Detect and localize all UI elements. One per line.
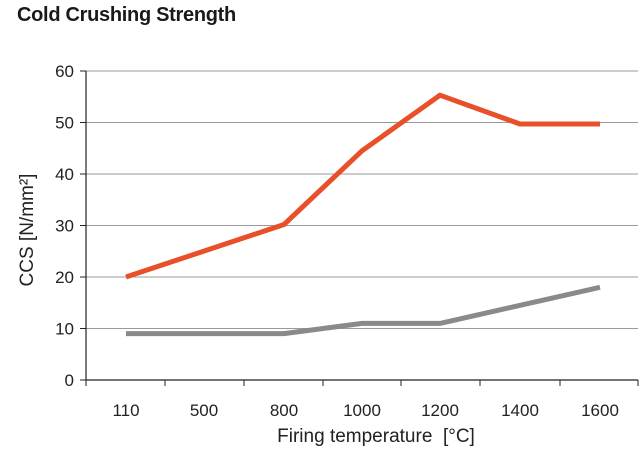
x-tick-label-1200: 1200: [421, 401, 459, 420]
series-lines: [125, 92, 601, 337]
y-tick-label-20: 20: [55, 268, 74, 287]
axes: [80, 70, 639, 386]
x-tick-label-500: 500: [190, 401, 218, 420]
y-tick-label-60: 60: [55, 62, 74, 81]
x-tick-labels: 110 500 800 1000 1200 1400 1600: [112, 401, 618, 420]
x-tick-label-800: 800: [270, 401, 298, 420]
x-axis-label: Firing temperature [°C]: [277, 426, 475, 447]
y-tick-label-0: 0: [65, 371, 74, 390]
y-tick-label-10: 10: [55, 320, 74, 339]
y-axis-label: CCS [N/mm²]: [17, 174, 38, 287]
y-tick-label-50: 50: [55, 114, 74, 133]
y-tick-label-30: 30: [55, 217, 74, 236]
gridlines: [86, 70, 638, 329]
chart-title: Cold Crushing Strength: [17, 4, 236, 26]
series-line-1: [126, 284, 601, 337]
series-line-0: [125, 92, 600, 280]
y-tick-labels: 0 10 20 30 40 50 60: [55, 62, 74, 390]
x-tick-label-1600: 1600: [581, 401, 619, 420]
x-tick-label-1000: 1000: [343, 401, 381, 420]
y-tick-label-40: 40: [55, 165, 74, 184]
x-tick-label-110: 110: [112, 401, 139, 420]
x-tick-label-1400: 1400: [501, 401, 539, 420]
